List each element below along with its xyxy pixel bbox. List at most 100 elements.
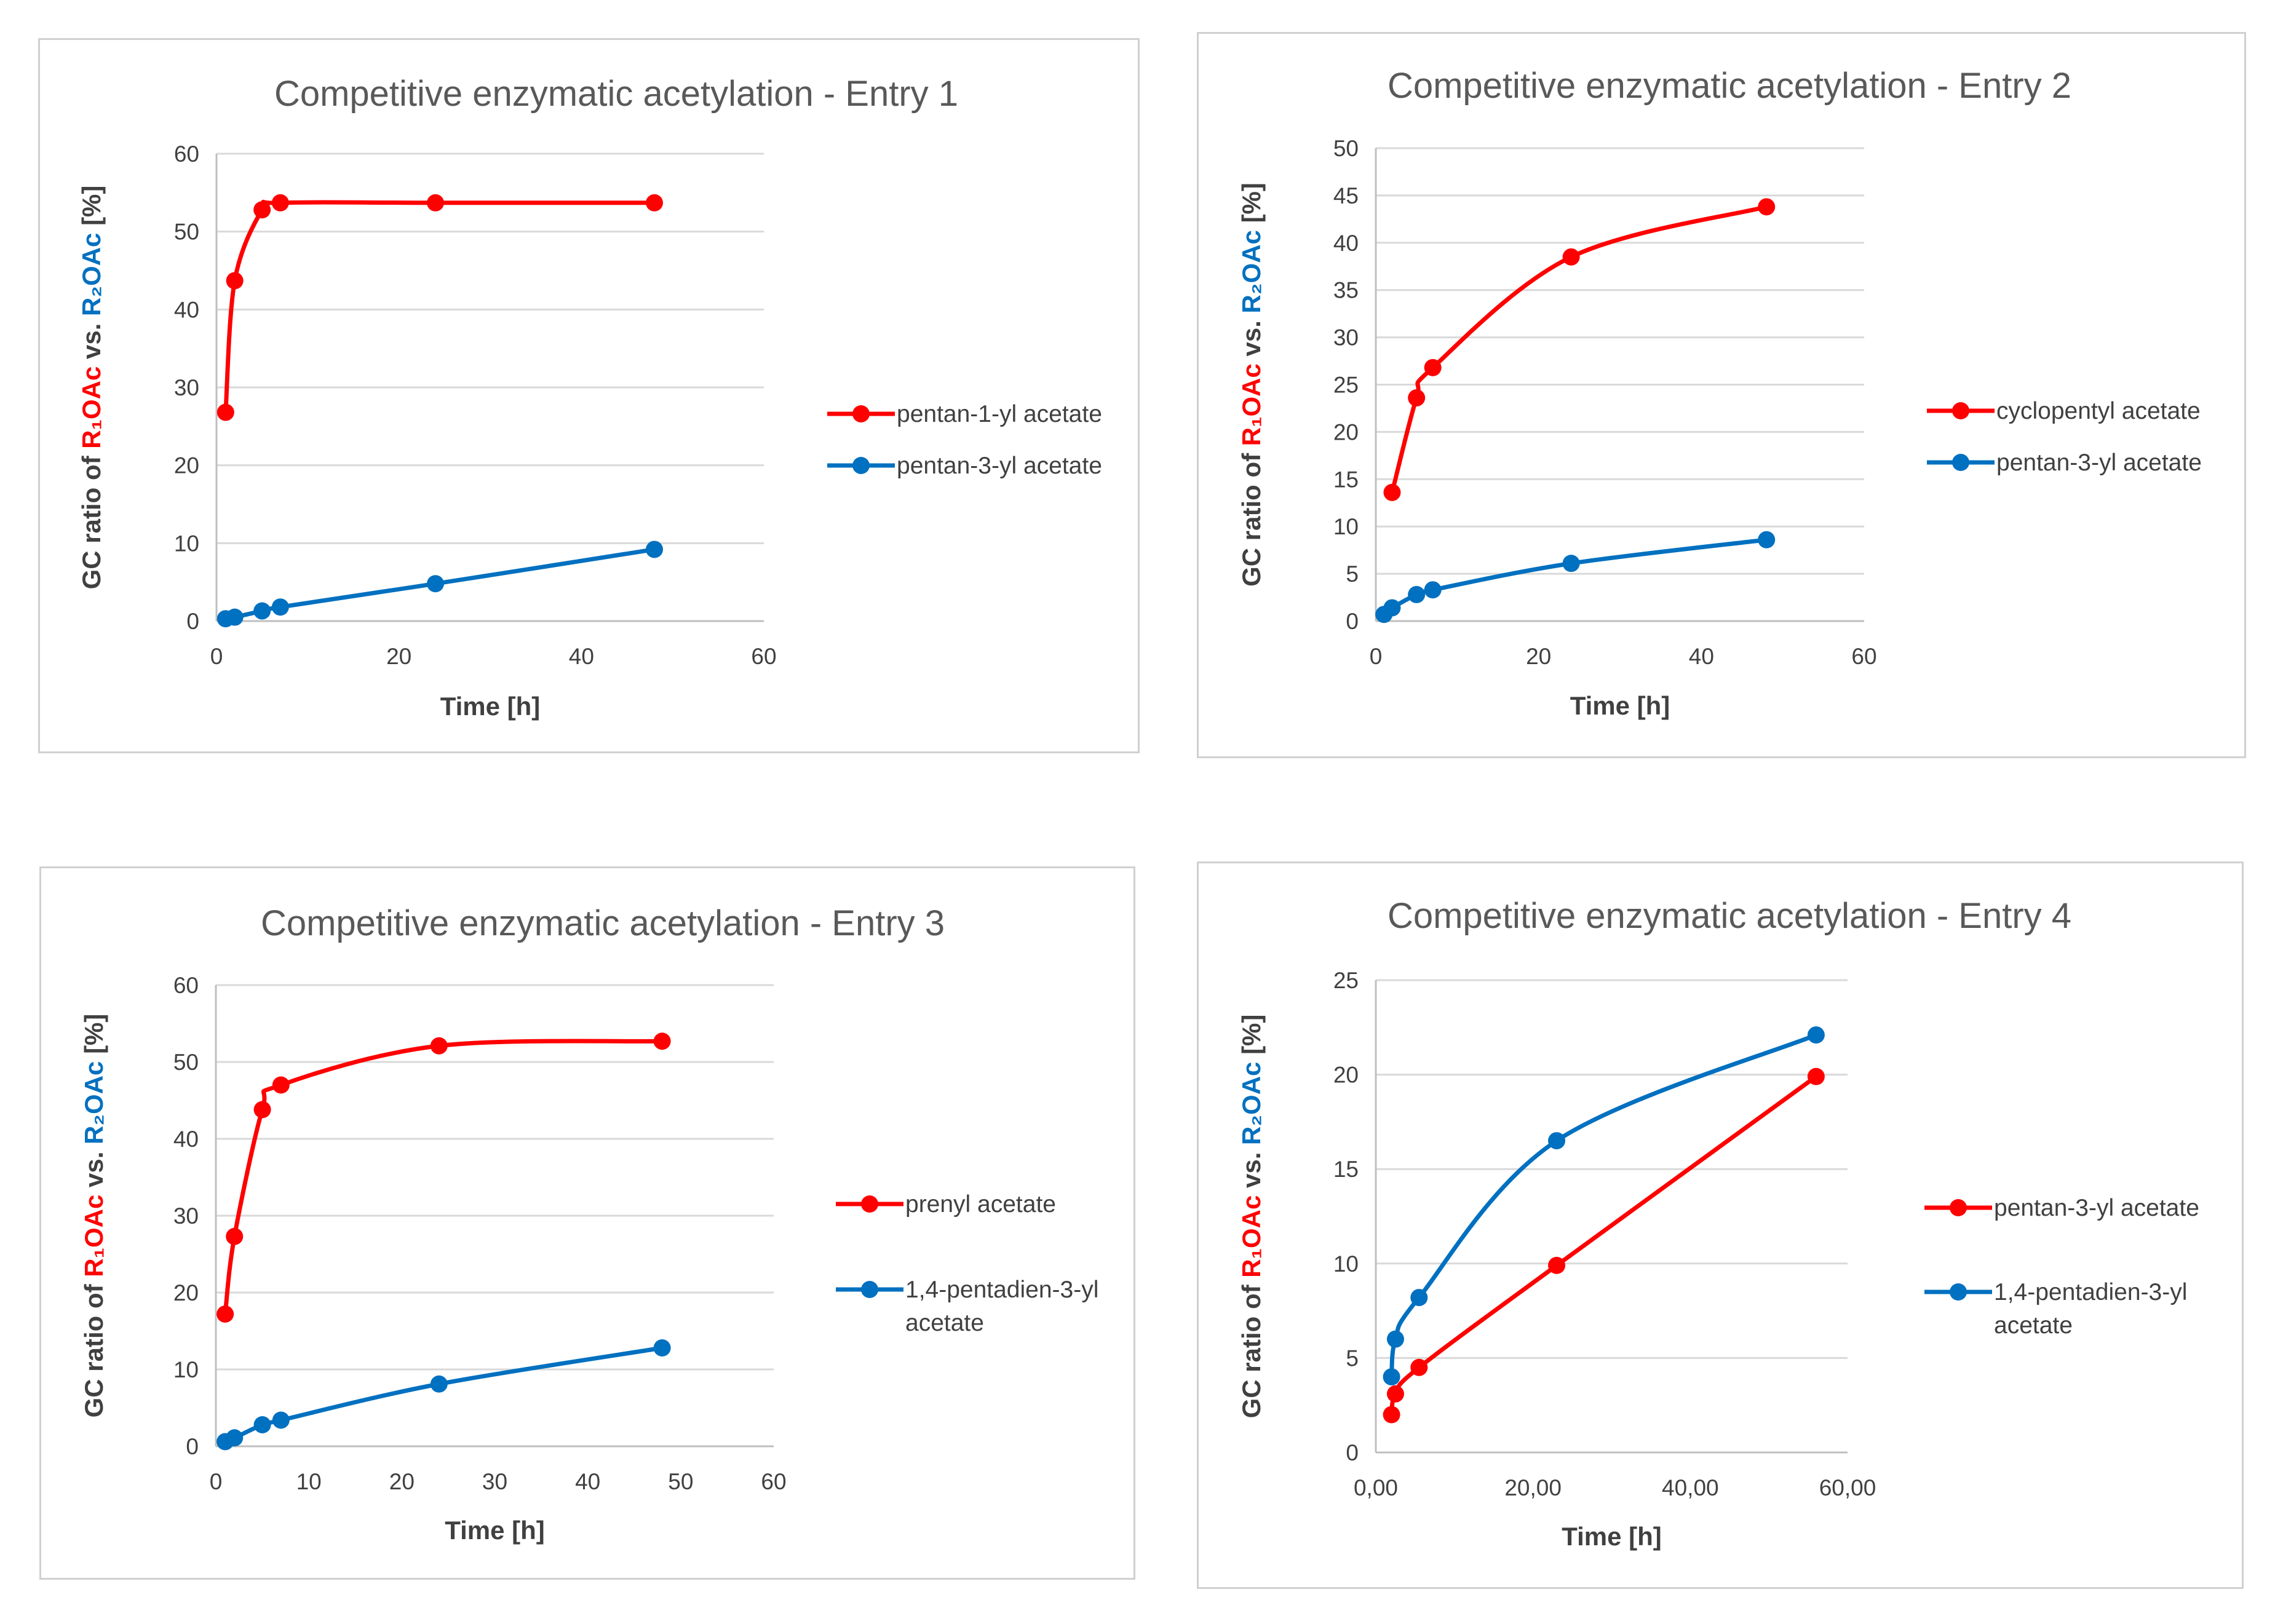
y-axis-title-part: GC ratio of: [1237, 1278, 1266, 1419]
y-axis-title: GC ratio of R₁OAc vs. R₂OAc [%]: [1237, 183, 1266, 587]
data-point: [272, 1076, 290, 1094]
chart-entry-1: Competitive enzymatic acetylation - Entr…: [77, 74, 1102, 721]
x-tick-label: 40: [575, 1469, 600, 1494]
y-tick-label: 0: [186, 1434, 199, 1459]
data-point: [1758, 531, 1776, 549]
y-tick-label: 60: [173, 973, 199, 998]
data-point: [1410, 1358, 1428, 1376]
x-tick-label: 20: [389, 1469, 415, 1494]
data-point: [253, 1416, 271, 1433]
y-axis-title-part: GC ratio of: [77, 449, 106, 590]
y-axis-title-part: [%]: [1237, 183, 1266, 230]
data-point: [1383, 1406, 1400, 1424]
y-tick-label: 10: [1333, 514, 1359, 539]
data-point: [216, 403, 234, 421]
series-line-2: [1382, 537, 1767, 616]
legend-marker-1: [1950, 1199, 1967, 1216]
y-axis-title-part: GC ratio of: [79, 1277, 108, 1418]
legend-label-1: pentan-3-yl acetate: [1994, 1195, 2199, 1221]
x-tick-label: 0: [210, 1469, 223, 1494]
data-point: [216, 1305, 234, 1323]
series-line-1: [223, 199, 654, 413]
chart-title: Competitive enzymatic acetylation - Entr…: [261, 903, 945, 943]
x-axis-title: Time [h]: [1570, 691, 1670, 720]
data-point: [1562, 248, 1580, 266]
y-tick-label: 0: [186, 609, 199, 634]
y-axis-title: GC ratio of R₁OAc vs. R₂OAc [%]: [79, 1014, 108, 1418]
data-point: [226, 1227, 244, 1245]
y-tick-label: 40: [173, 1127, 199, 1152]
y-tick-label: 20: [1333, 1063, 1359, 1088]
chart-panel-entry-3: Competitive enzymatic acetylation - Entr…: [39, 866, 1135, 1580]
y-tick-label: 15: [1333, 467, 1359, 492]
y-axis-title-part: R₂OAc: [1237, 1062, 1266, 1145]
data-point: [1408, 585, 1426, 603]
y-tick-label: 25: [1333, 968, 1359, 993]
y-tick-label: 60: [174, 141, 199, 167]
data-point: [1562, 555, 1580, 572]
x-tick-label: 20,00: [1504, 1475, 1562, 1500]
y-tick-label: 50: [173, 1050, 199, 1075]
series-line-2: [224, 1345, 663, 1444]
chart-entry-4: Competitive enzymatic acetylation - Entr…: [1237, 896, 2199, 1551]
chart-entry-2: Competitive enzymatic acetylation - Entr…: [1237, 66, 2202, 720]
data-point: [430, 1037, 448, 1055]
series-line-1: [1390, 204, 1768, 493]
data-point: [1383, 483, 1401, 501]
legend-marker-2: [1950, 1283, 1967, 1301]
legend-label-1: pentan-1-yl acetate: [897, 401, 1102, 427]
data-point: [226, 1429, 244, 1447]
y-axis-title-part: R₂OAc: [1237, 230, 1266, 313]
y-tick-label: 50: [174, 220, 199, 245]
y-axis-title-part: R₁OAc: [79, 1195, 108, 1277]
x-tick-label: 60: [761, 1469, 786, 1494]
x-tick-label: 40,00: [1662, 1475, 1719, 1500]
y-tick-label: 50: [1333, 136, 1359, 161]
y-tick-label: 40: [1333, 231, 1359, 256]
x-tick-label: 20: [1526, 644, 1551, 669]
legend-label-2: acetate: [905, 1310, 984, 1336]
y-tick-label: 20: [1333, 419, 1359, 445]
y-axis-title-part: vs.: [79, 1144, 108, 1195]
chart-title: Competitive enzymatic acetylation - Entr…: [1388, 896, 2071, 936]
chart-title: Competitive enzymatic acetylation - Entr…: [1388, 66, 2071, 106]
data-point: [1386, 1385, 1404, 1403]
chart-panel-entry-4: Competitive enzymatic acetylation - Entr…: [1197, 862, 2244, 1589]
x-tick-label: 60,00: [1819, 1475, 1876, 1500]
x-tick-label: 0,00: [1354, 1475, 1398, 1500]
x-tick-label: 40: [569, 644, 594, 669]
y-axis-title-part: [%]: [77, 186, 106, 233]
x-tick-label: 10: [296, 1469, 322, 1494]
x-tick-label: 40: [1689, 644, 1714, 669]
series-line-1: [223, 1039, 662, 1315]
x-tick-label: 0: [210, 644, 223, 669]
legend-label-2: pentan-3-yl acetate: [897, 453, 1102, 479]
y-tick-label: 10: [174, 531, 199, 556]
y-axis-title-part: R₁OAc: [1237, 363, 1266, 446]
y-axis-title: GC ratio of R₁OAc vs. R₂OAc [%]: [1237, 1015, 1266, 1419]
data-point: [253, 602, 271, 620]
y-axis-title-part: vs.: [77, 316, 106, 366]
y-tick-label: 20: [174, 453, 199, 478]
legend-marker-2: [1952, 454, 1969, 471]
data-point: [646, 194, 663, 212]
y-axis-title-part: GC ratio of: [1237, 446, 1266, 587]
y-axis-title-part: R₂OAc: [77, 233, 106, 316]
data-point: [1424, 581, 1442, 599]
data-point: [1807, 1026, 1825, 1044]
y-axis-title-part: vs.: [1237, 313, 1266, 363]
data-point: [272, 1411, 290, 1429]
x-axis-title: Time [h]: [440, 692, 541, 721]
y-tick-label: 35: [1333, 278, 1359, 303]
x-axis-title: Time [h]: [445, 1516, 545, 1545]
data-point: [646, 541, 663, 558]
data-point: [1383, 599, 1401, 617]
y-tick-label: 30: [174, 375, 199, 400]
legend-label-2: 1,4-pentadien-3-yl: [905, 1277, 1098, 1303]
y-axis-title-part: R₁OAc: [77, 366, 106, 449]
data-point: [430, 1375, 448, 1393]
y-axis-title-part: [%]: [79, 1014, 108, 1061]
data-point: [271, 194, 289, 212]
y-tick-label: 25: [1333, 373, 1359, 398]
x-tick-label: 30: [482, 1469, 507, 1494]
